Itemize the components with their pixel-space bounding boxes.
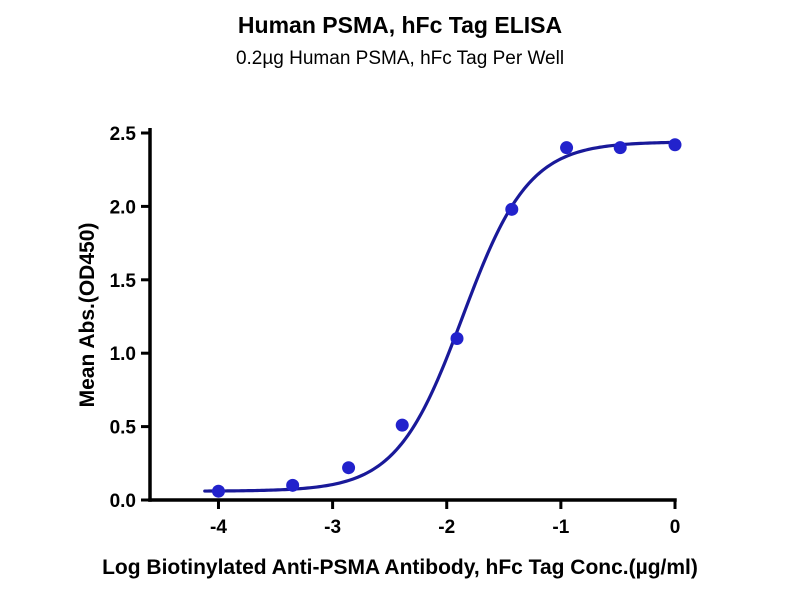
data-point bbox=[211, 484, 225, 498]
x-tick-label: 0 bbox=[670, 517, 681, 538]
chart-title: Human PSMA, hFc Tag ELISA bbox=[237, 12, 563, 38]
data-point bbox=[668, 138, 682, 152]
y-tick-label: 2.5 bbox=[110, 124, 137, 145]
y-tick-label: 0.0 bbox=[110, 491, 136, 512]
data-point bbox=[395, 418, 409, 432]
x-tick-label: -3 bbox=[324, 517, 341, 538]
data-point bbox=[286, 478, 300, 492]
fit-curve bbox=[203, 140, 677, 493]
y-tick-label: 2.0 bbox=[110, 197, 136, 218]
data-point bbox=[342, 461, 356, 475]
x-tick-label: -1 bbox=[552, 517, 569, 538]
data-point bbox=[450, 332, 464, 346]
x-tick-label: -2 bbox=[438, 517, 455, 538]
data-point bbox=[505, 202, 519, 216]
y-tick-label: 1.0 bbox=[110, 344, 136, 365]
y-tick-label: 0.5 bbox=[110, 418, 137, 439]
x-tick-label: -4 bbox=[210, 517, 227, 538]
chart-subtitle: 0.2µg Human PSMA, hFc Tag Per Well bbox=[235, 48, 565, 69]
y-tick-label: 1.5 bbox=[110, 271, 137, 292]
data-point bbox=[613, 141, 627, 155]
data-point bbox=[560, 141, 574, 155]
x-axis-label: Log Biotinylated Anti-PSMA Antibody, hFc… bbox=[102, 556, 698, 579]
